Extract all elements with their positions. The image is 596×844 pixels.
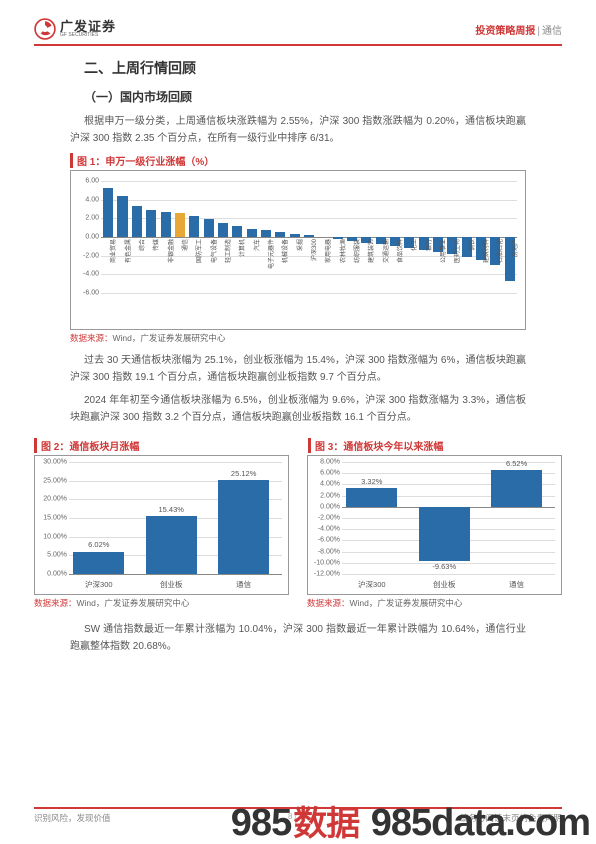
figure-3-source: 数据来源：Wind，广发证券发展研究中心 [307,597,562,609]
paragraph: 根据申万一级分类，上周通信板块涨跌幅为 2.55%，沪深 300 指数涨跌幅为 … [70,113,526,147]
watermark: 985数据 985data.com [231,804,590,842]
source-body: Wind，广发证券发展研究中心 [113,333,226,343]
figure-3-title: 图 3：通信板块今年以来涨幅 [308,438,562,453]
header-category: 投资策略周报 [475,26,535,37]
paragraph: 过去 30 天通信板块涨幅为 25.1%，创业板涨幅为 15.4%，沪深 300… [70,352,526,386]
source-label: 数据来源： [34,598,77,608]
section-heading-3: （一）国内市场回顾 [70,88,526,105]
page-header: 广发证券 GF SECURITIES 投资策略周报|通信 [34,18,562,46]
figure-2-title: 图 2：通信板块月涨幅 [34,438,288,453]
figure-1-source: 数据来源：Wind，广发证券发展研究中心 [70,332,526,344]
header-right: 投资策略周报|通信 [475,22,562,37]
figure-2-chart: 0.00%5.00%10.00%15.00%20.00%25.00%30.00%… [34,455,289,595]
figure-2-source: 数据来源：Wind，广发证券发展研究中心 [34,597,289,609]
source-body: Wind，广发证券发展研究中心 [350,598,463,608]
source-body: Wind，广发证券发展研究中心 [77,598,190,608]
source-label: 数据来源： [307,598,350,608]
section-heading-2: 二、上周行情回顾 [70,58,526,78]
logo-text-en: GF SECURITIES [60,33,116,38]
footer-left: 识别风险，发现价值 [34,812,111,824]
figure-1-title: 图 1：申万一级行业涨幅（%） [70,153,526,168]
source-label: 数据来源： [70,333,113,343]
paragraph: 2024 年年初至今通信板块涨幅为 6.5%，创业板涨幅为 9.6%，沪深 30… [70,392,526,426]
header-subcategory: 通信 [542,26,562,37]
gf-logo-icon [34,18,56,40]
figure-1-chart: -6.00-4.00-2.000.002.004.006.00商业贸易有色金属综… [70,170,526,330]
paragraph: SW 通信指数最近一年累计涨幅为 10.04%，沪深 300 指数最近一年累计跌… [70,621,526,655]
figure-3-chart: -12.00%-10.00%-8.00%-6.00%-4.00%-2.00%0.… [307,455,562,595]
logo: 广发证券 GF SECURITIES [34,18,116,40]
